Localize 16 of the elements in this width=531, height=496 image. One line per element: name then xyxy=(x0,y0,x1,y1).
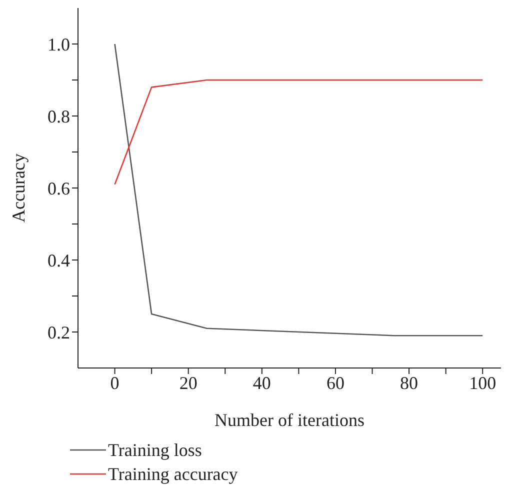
y-tick-label: 0.6 xyxy=(48,178,70,198)
y-tick-label: 0.2 xyxy=(48,322,70,342)
line-series xyxy=(114,43,484,336)
x-tick-label: 80 xyxy=(400,372,418,393)
y-tick-label: 1.0 xyxy=(48,34,70,54)
y-axis-title: Accuracy xyxy=(8,154,28,222)
x-tick-label: 100 xyxy=(469,372,496,393)
x-tick-label: 20 xyxy=(179,372,198,393)
y-tick-label: 0.8 xyxy=(48,106,70,126)
y-tick-label: 0.4 xyxy=(48,250,70,270)
legend-label: Training accuracy xyxy=(108,463,238,486)
x-tick-label: 40 xyxy=(252,372,271,393)
x-tick-label: 0 xyxy=(110,372,120,393)
x-tick-label: 60 xyxy=(326,372,344,393)
x-axis-title: Number of iterations xyxy=(214,410,364,430)
legend-label: Training loss xyxy=(108,439,202,462)
